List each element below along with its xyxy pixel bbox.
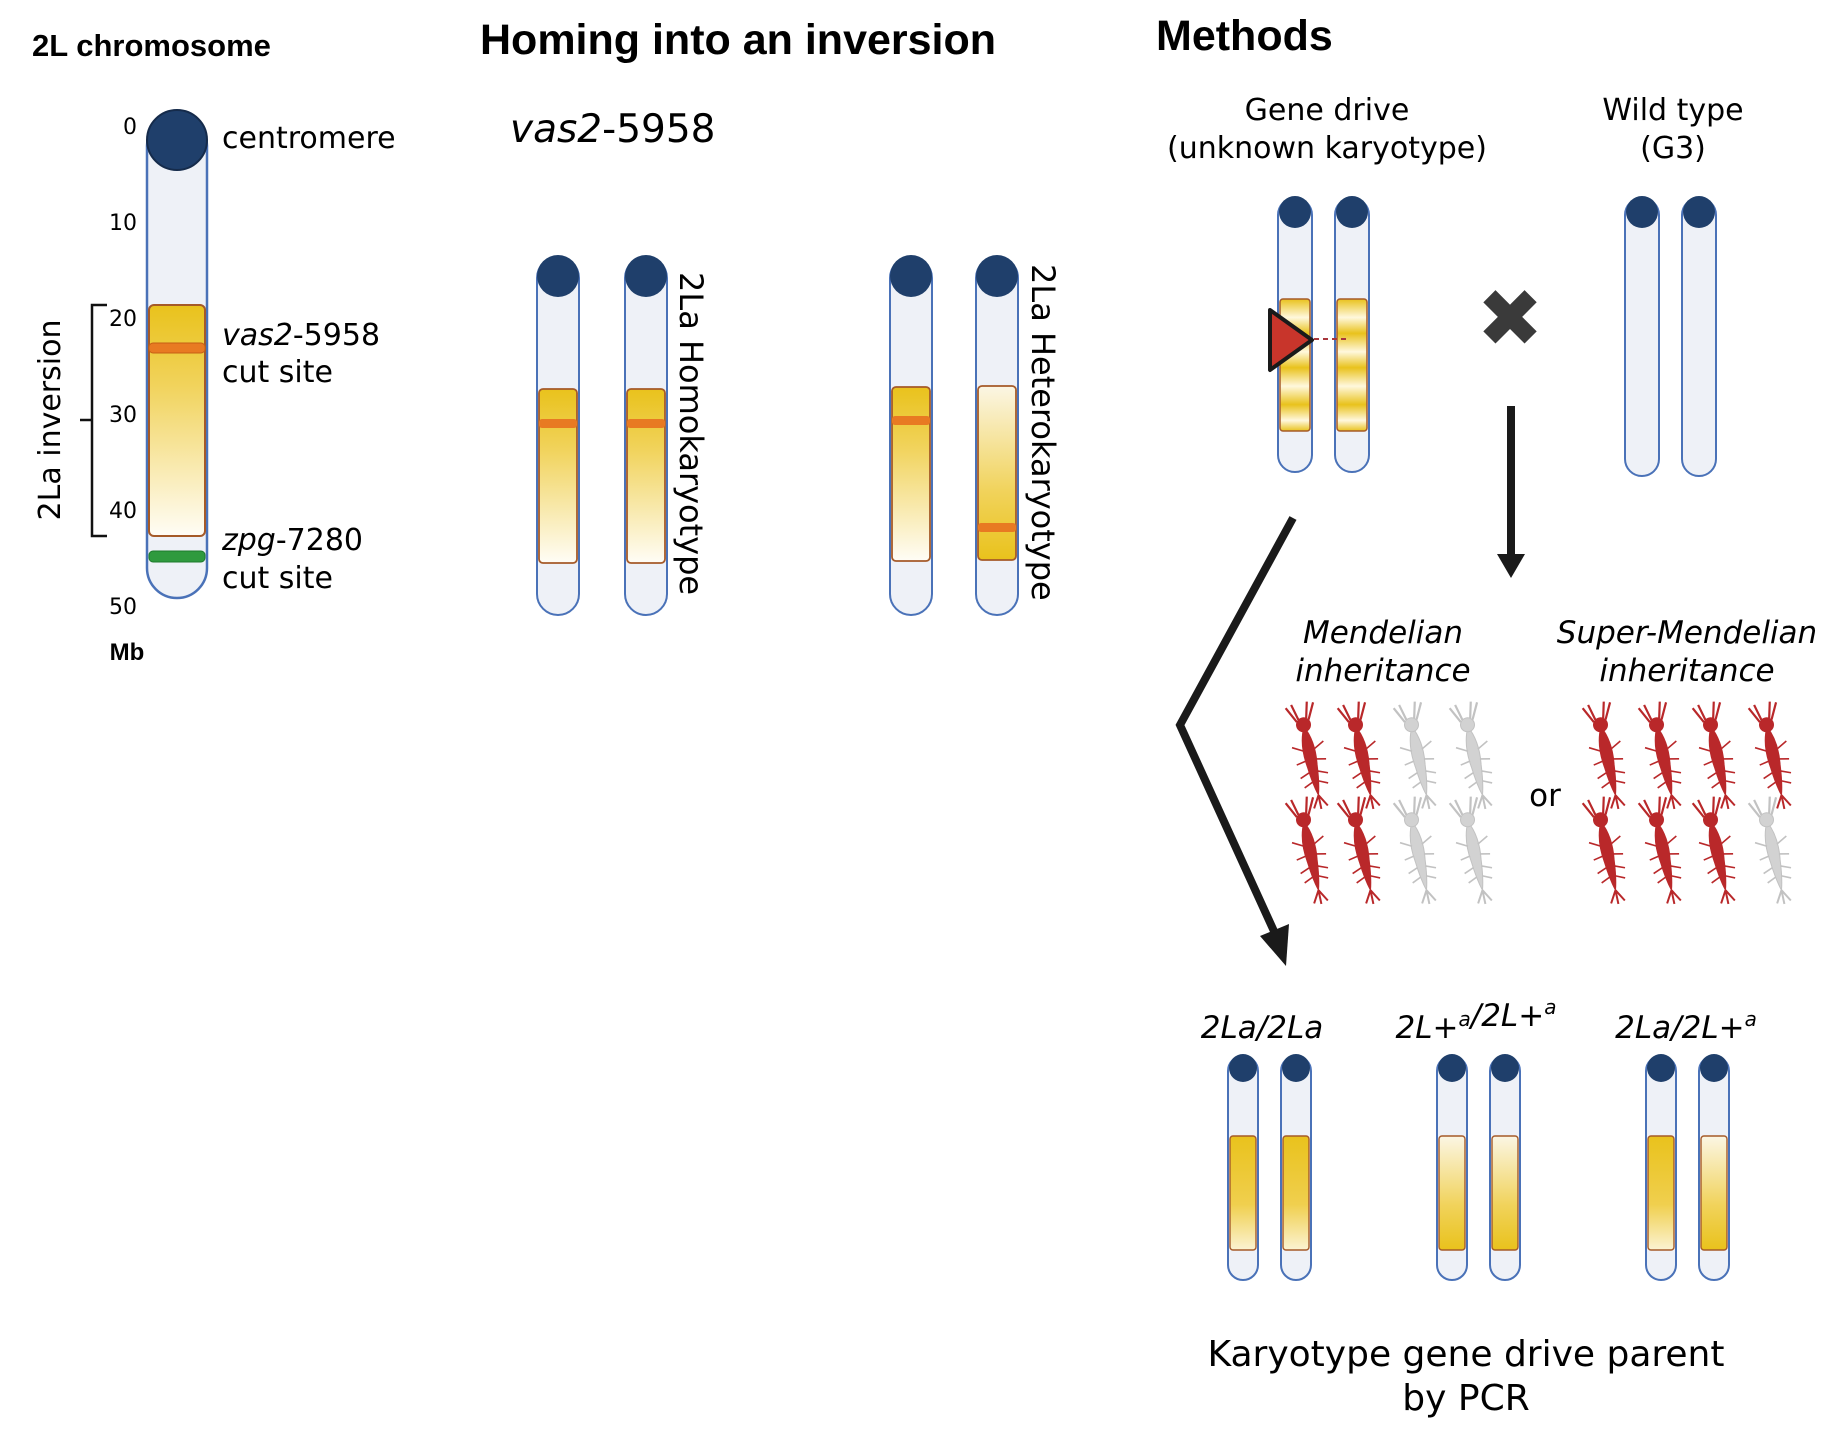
super-mendelian-sublabel: inheritance: [1599, 653, 1774, 689]
genotype-label-homozygous-inverted: 2La/2La: [1201, 1010, 1323, 1046]
heterokaryotype-label: 2La Heterokaryotype: [1024, 264, 1062, 601]
genotype-label-homozygous-standard: 2L+a/2L+a: [1396, 995, 1557, 1046]
axis-unit: Mb: [110, 639, 145, 666]
mosquito-red: [1334, 698, 1391, 814]
vas2-cut-band: [148, 342, 206, 354]
mosquito-grey: [1446, 698, 1503, 814]
mosquito-grey: [1390, 698, 1447, 814]
pcr-arrow: [1175, 516, 1297, 942]
cross-symbol: ✖: [1476, 272, 1543, 365]
zpg-site-label-line2: cut site: [222, 561, 333, 596]
mosquito-red: [1334, 793, 1391, 909]
wild-type-chromosome-1: [1624, 196, 1660, 477]
mosquito-red: [1282, 793, 1339, 909]
mosquito-red: [1579, 698, 1636, 814]
drive-cassette-triangle: [1268, 308, 1314, 372]
mosquito-grey: [1446, 793, 1503, 909]
mosquito-grey: [1390, 793, 1447, 909]
or-label: or: [1529, 778, 1561, 814]
mosquito-red: [1579, 793, 1636, 909]
tick-30: 30: [109, 403, 137, 428]
heterokaryotype-chromosome-1: [889, 255, 933, 616]
tick-20: 20: [109, 307, 137, 332]
mendelian-sublabel: inheritance: [1295, 653, 1470, 689]
homokaryotype-chromosome-2: [624, 255, 668, 616]
panel-c-title: Methods: [1156, 12, 1333, 60]
panel-b: Homing into an inversion vas2-5958 2La H…: [480, 16, 1062, 616]
mosquito-red: [1635, 698, 1692, 814]
tick-40: 40: [109, 499, 137, 524]
vas2-site-label: vas2-5958: [222, 318, 380, 353]
tick-10: 10: [109, 211, 137, 236]
mosquito-red: [1282, 698, 1339, 814]
tick-0: 0: [123, 115, 137, 140]
gene-drive-sublabel: (unknown karyotype): [1167, 131, 1487, 166]
centromere-circle: [146, 109, 208, 171]
zpg-cut-band: [148, 550, 206, 563]
genotype-2la-2l+a-chromosomes: [1645, 1054, 1730, 1281]
tick-50: 50: [109, 595, 137, 620]
genotype-2l+a-2l+a-chromosomes: [1436, 1054, 1521, 1281]
panel-a: 2L chromosome 0 10 20 30 40 50 Mb 2La in…: [32, 28, 396, 666]
mosquito-red: [1745, 698, 1802, 814]
vas2-site-label-line2: cut site: [222, 355, 333, 390]
heterokaryotype-chromosome-2: [975, 255, 1019, 616]
centromere-label: centromere: [222, 121, 396, 156]
wild-type-sublabel: (G3): [1640, 131, 1706, 166]
panel-a-title: 2L chromosome: [32, 28, 271, 63]
wild-type-chromosome-2: [1681, 196, 1717, 477]
genotype-label-heterozygous: 2La/2L+a: [1615, 1007, 1757, 1046]
mosquito-red: [1689, 793, 1746, 909]
mendelian-label: Mendelian: [1303, 615, 1463, 651]
inversion-bracket: [90, 303, 107, 538]
mosquito-red: [1689, 698, 1746, 814]
wild-type-label: Wild type: [1602, 93, 1743, 128]
inversion-2la-block: [148, 304, 206, 537]
gene-drive-chromosome-2: [1334, 196, 1370, 473]
mosquito-grey: [1745, 793, 1802, 909]
inversion-label: 2La inversion: [33, 320, 68, 521]
panel-c: Methods Gene drive (unknown karyotype) W…: [1156, 12, 1817, 1419]
super-mendelian-mosquitoes: [1579, 698, 1802, 909]
mendelian-mosquitoes: [1282, 698, 1503, 909]
conclusion-line2: by PCR: [1402, 1378, 1529, 1419]
super-mendelian-label: Super-Mendelian: [1557, 615, 1817, 651]
conclusion-line1: Karyotype gene drive parent: [1208, 1334, 1725, 1375]
panel-b-title: Homing into an inversion: [480, 16, 996, 64]
homokaryotype-chromosome-1: [536, 255, 580, 616]
genotype-2la-2la-chromosomes: [1227, 1054, 1312, 1281]
gene-drive-label: Gene drive: [1245, 93, 1410, 128]
mosquito-red: [1635, 793, 1692, 909]
construct-label: vas2-5958: [510, 107, 715, 152]
homokaryotype-label: 2La Homokaryotype: [672, 272, 710, 595]
zpg-site-label: zpg-7280: [221, 523, 363, 558]
